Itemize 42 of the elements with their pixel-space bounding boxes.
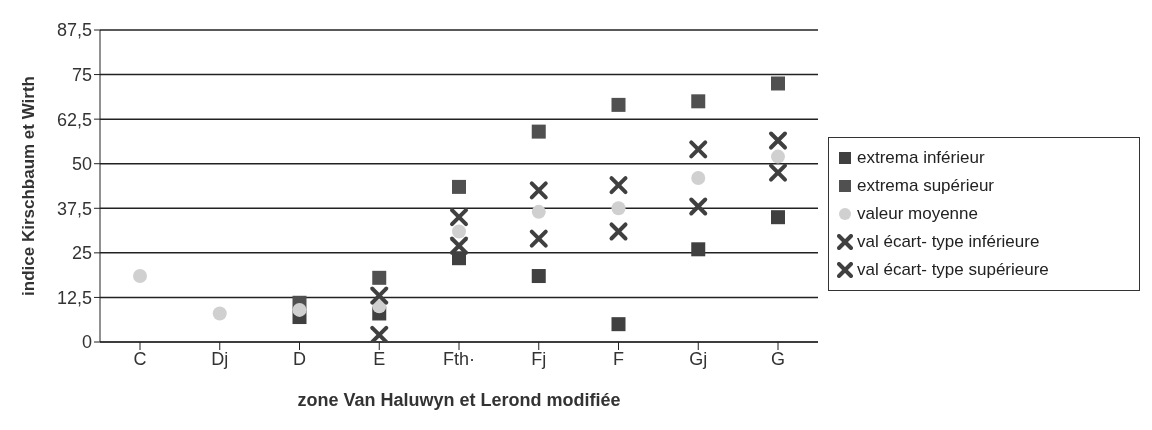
point (691, 170, 706, 185)
point (691, 242, 706, 257)
legend-label: val écart- type supérieure (857, 260, 1049, 280)
legend-label: valeur moyenne (857, 204, 978, 224)
y-tick-label: 0 (81, 332, 92, 353)
legend-label: val écart- type inférieure (857, 232, 1040, 252)
y-tick-label: 12,5 (56, 287, 92, 308)
x-tick-label: C (133, 348, 147, 369)
x-tick-label: Fth· (442, 348, 476, 369)
x-tick-label: Gj (689, 348, 708, 369)
y-tick-label: 87,5 (56, 20, 92, 41)
legend-label: extrema inférieur (857, 148, 985, 168)
point (133, 269, 147, 284)
x-tick-label: Dj (211, 348, 229, 369)
point (611, 317, 626, 332)
y-tick-label: 62,5 (56, 109, 92, 130)
x-tick-label: Fj (531, 348, 547, 369)
y-tick-label: 37,5 (56, 198, 92, 219)
point (452, 224, 466, 239)
x-axis-title: zone Van Haluwyn et Lerond modifiée (297, 390, 621, 410)
point (771, 149, 785, 164)
y-axis-title: indice Kirschbaum et Wirth (19, 76, 39, 296)
y-tick-label: 75 (71, 64, 92, 85)
x-tick-label: E (373, 348, 386, 369)
x-tick-label: F (613, 348, 624, 369)
point (611, 201, 626, 216)
point (771, 76, 785, 91)
point (531, 269, 546, 284)
x-tick-label: D (293, 348, 306, 369)
y-tick-label: 25 (71, 243, 92, 264)
x-tick-label: G (770, 348, 786, 369)
point (531, 204, 546, 219)
point (771, 210, 785, 225)
point (452, 179, 466, 194)
point (531, 124, 546, 139)
legend-label: extrema supérieur (857, 176, 995, 196)
y-tick-label: 50 (71, 154, 92, 175)
point (611, 97, 626, 112)
point (292, 302, 307, 317)
point (372, 270, 387, 285)
point (212, 306, 227, 321)
point (691, 94, 706, 109)
